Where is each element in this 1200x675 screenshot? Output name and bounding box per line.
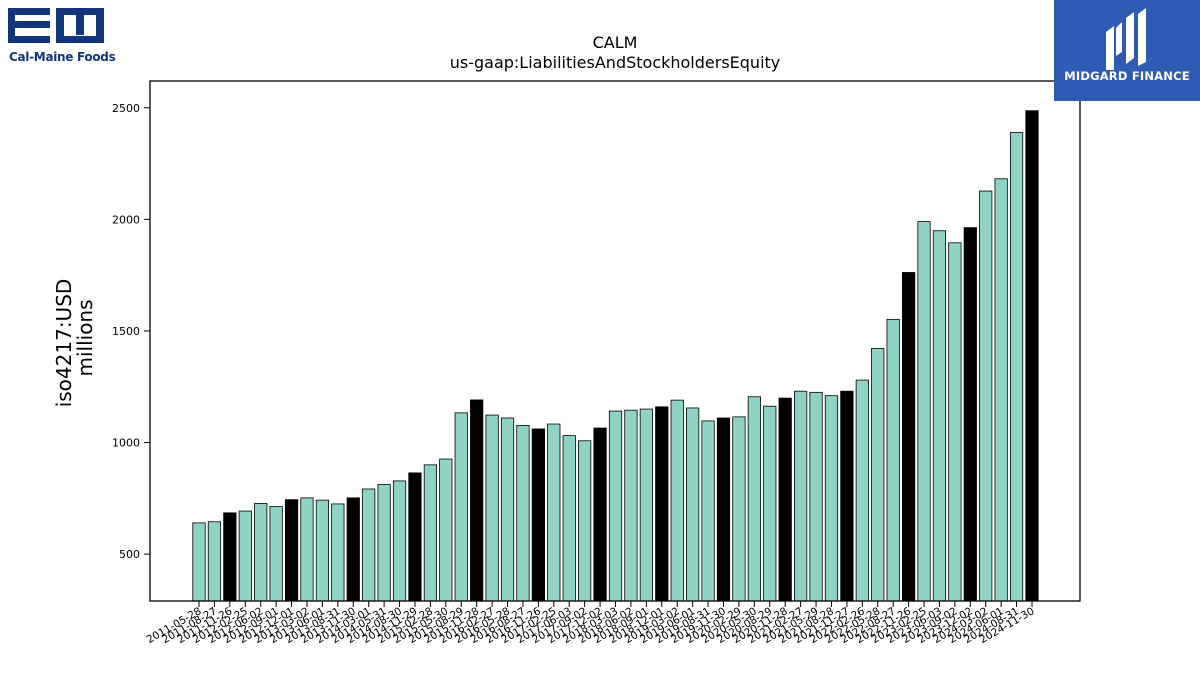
x-axis: 2011-05-282011-08-272011-11-262012-02-25… bbox=[145, 601, 1037, 646]
bar-2022-08-27 bbox=[886, 318, 900, 602]
bar-2011-05-28 bbox=[192, 522, 206, 602]
bar-2014-05-31 bbox=[377, 484, 391, 602]
bar-2012-02-25 bbox=[238, 510, 252, 602]
bar-2011-08-27 bbox=[207, 521, 222, 602]
bar-2024-11-30 bbox=[1025, 110, 1039, 602]
midgard-emblem-icon bbox=[1106, 8, 1146, 70]
bar-2020-05-30 bbox=[747, 396, 761, 602]
bar-2013-11-30 bbox=[346, 497, 360, 602]
bar-2023-12-02 bbox=[963, 227, 977, 602]
bar-2016-11-26 bbox=[531, 428, 545, 602]
midgard-finance-logo: MIDGARD FINANCE bbox=[1054, 0, 1200, 101]
bar-2015-08-29 bbox=[454, 412, 468, 602]
bar-2020-08-29 bbox=[763, 405, 777, 602]
bar-2023-02-25 bbox=[917, 221, 931, 602]
bar-2017-12-02 bbox=[593, 427, 607, 602]
bar-2016-02-27 bbox=[485, 414, 499, 602]
cal-maine-logo-text: Cal-Maine Foods bbox=[9, 50, 116, 64]
bar-2017-02-25 bbox=[547, 423, 561, 602]
bar-2012-12-01 bbox=[284, 499, 299, 602]
bar-2020-11-28 bbox=[778, 397, 792, 602]
bar-2012-09-01 bbox=[269, 506, 283, 602]
bar-2016-08-27 bbox=[516, 424, 530, 602]
chart-subtitle: us-gaap:LiabilitiesAndStockholdersEquity bbox=[450, 53, 781, 72]
bar-2018-12-01 bbox=[655, 406, 669, 602]
cal-maine-emblem-icon bbox=[8, 8, 104, 43]
y-tick-label: 2000 bbox=[112, 213, 140, 226]
bar-2024-06-01 bbox=[994, 178, 1008, 602]
y-tick-label: 500 bbox=[119, 548, 140, 561]
bar-2019-06-01 bbox=[686, 407, 700, 602]
bar-2018-06-02 bbox=[624, 409, 638, 602]
y-tick-label: 1500 bbox=[112, 325, 140, 338]
bar-2014-11-29 bbox=[408, 472, 422, 602]
bar-2013-06-01 bbox=[315, 499, 330, 602]
bars-group bbox=[192, 110, 1039, 602]
y-axis-unit-label: millions bbox=[73, 299, 97, 376]
midgard-finance-logo-text: MIDGARD FINANCE bbox=[1064, 69, 1190, 83]
cal-maine-logo bbox=[8, 8, 104, 43]
bar-2022-05-28 bbox=[871, 347, 885, 602]
bar-2018-09-01 bbox=[639, 408, 653, 602]
bar-2014-03-01 bbox=[362, 488, 376, 602]
y-tick-label: 1000 bbox=[112, 437, 140, 450]
bar-2023-06-03 bbox=[932, 230, 947, 602]
y-axis-label: iso4217:USD bbox=[52, 279, 76, 408]
bar-2022-11-26 bbox=[901, 272, 916, 602]
bar-2019-03-02 bbox=[670, 399, 684, 602]
bar-2012-06-02 bbox=[254, 503, 268, 602]
y-tick-label: 2500 bbox=[112, 102, 140, 115]
bar-2015-02-28 bbox=[423, 464, 437, 602]
bar-2024-03-02 bbox=[979, 190, 993, 602]
bar-2015-11-28 bbox=[470, 399, 484, 602]
bar-2024-08-31 bbox=[1009, 132, 1024, 602]
bar-2021-11-27 bbox=[840, 390, 854, 602]
bar-2021-02-27 bbox=[794, 390, 808, 602]
bar-2013-08-31 bbox=[331, 503, 345, 602]
bar-2019-08-31 bbox=[701, 420, 715, 602]
bar-2021-05-29 bbox=[809, 391, 823, 602]
y-axis: 500 1000 1500 2000 2500 bbox=[112, 102, 150, 561]
bar-2021-08-28 bbox=[824, 395, 839, 602]
bar-2014-08-30 bbox=[392, 480, 407, 602]
bar-2016-05-28 bbox=[500, 417, 515, 602]
bar-2017-06-03 bbox=[562, 435, 576, 602]
chart-title: CALM bbox=[593, 33, 638, 52]
bar-2022-02-26 bbox=[855, 379, 869, 602]
bar-2017-09-02 bbox=[578, 440, 592, 602]
bar-2015-05-30 bbox=[439, 458, 453, 602]
bar-2019-11-30 bbox=[716, 417, 731, 602]
bar-2013-03-02 bbox=[300, 497, 314, 602]
bar-2018-03-03 bbox=[608, 410, 623, 602]
bar-2020-02-29 bbox=[732, 416, 746, 602]
bar-2011-11-26 bbox=[223, 512, 237, 602]
plot-frame bbox=[149, 80, 1081, 602]
bar-2023-09-02 bbox=[948, 242, 962, 602]
